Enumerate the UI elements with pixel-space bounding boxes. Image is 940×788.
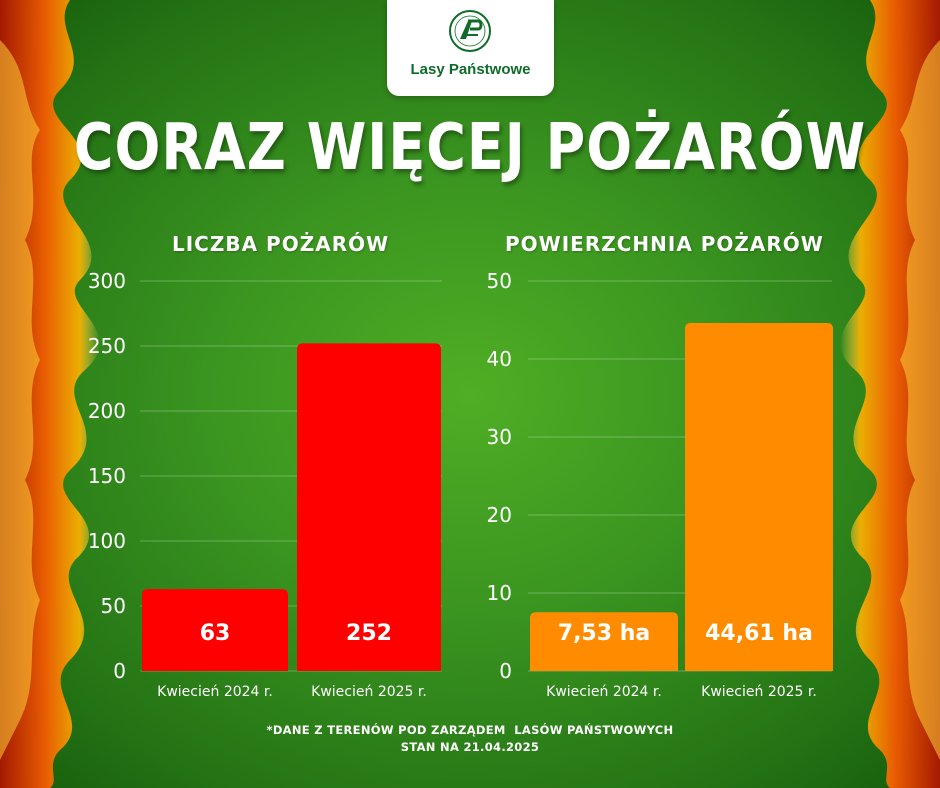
y-tick-label: 0 xyxy=(499,659,512,683)
chart-fires-count-title: LICZBA POŻARÓW xyxy=(172,232,390,256)
x-category-label: Kwiecień 2024 r. xyxy=(157,684,273,700)
bar-2 xyxy=(297,343,441,671)
y-tick-label: 0 xyxy=(113,659,126,683)
y-tick-label: 10 xyxy=(487,581,512,605)
chart-fires-count: 0 50 100 150 200 250 300 63 Kwiecień 2024 r. 252 K… xyxy=(88,269,442,700)
chart-fires-area-title: POWIERZCHNIA POŻARÓW xyxy=(505,232,824,256)
footnote: *DANE Z TERENÓW POD ZARZĄDEM LASÓW PAŃST… xyxy=(0,722,940,756)
chart-fires-area: 0 10 20 30 40 50 7,53 ha Kwiecień 2024 r. 44,61 … xyxy=(487,269,833,700)
brand-name: Lasy Państwowe xyxy=(410,61,531,78)
data-label: 44,61 ha xyxy=(705,621,813,646)
lasy-panstwowe-logo-icon xyxy=(449,10,491,52)
bar-1 xyxy=(530,612,678,671)
footnote-source: *DANE Z TERENÓW POD ZARZĄDEM LASÓW PAŃST… xyxy=(266,723,674,737)
x-category-label: Kwiecień 2025 r. xyxy=(311,684,427,700)
y-tick-label: 20 xyxy=(487,503,512,527)
y-tick-label: 150 xyxy=(88,464,126,488)
y-tick-label: 300 xyxy=(88,269,126,293)
y-tick-label: 100 xyxy=(88,529,126,553)
flames-left-decoration xyxy=(0,0,100,788)
data-label: 252 xyxy=(346,621,392,646)
y-tick-label: 250 xyxy=(88,334,126,358)
bar-2 xyxy=(685,323,833,671)
page-title: CORAZ WIĘCEJ POŻARÓW xyxy=(73,110,867,185)
y-tick-label: 40 xyxy=(487,347,512,371)
data-label: 63 xyxy=(200,621,231,646)
bar-1 xyxy=(142,589,288,671)
data-label: 7,53 ha xyxy=(558,621,650,646)
x-category-label: Kwiecień 2024 r. xyxy=(546,684,662,700)
x-category-label: Kwiecień 2025 r. xyxy=(701,684,817,700)
brand-logo-card: Lasy Państwowe xyxy=(387,0,554,96)
y-tick-label: 30 xyxy=(487,425,512,449)
y-tick-label: 200 xyxy=(88,399,126,423)
y-tick-label: 50 xyxy=(487,269,512,293)
y-tick-label: 50 xyxy=(101,594,126,618)
flames-right-decoration xyxy=(840,0,940,788)
footnote-date: STAN NA 21.04.2025 xyxy=(400,740,540,754)
